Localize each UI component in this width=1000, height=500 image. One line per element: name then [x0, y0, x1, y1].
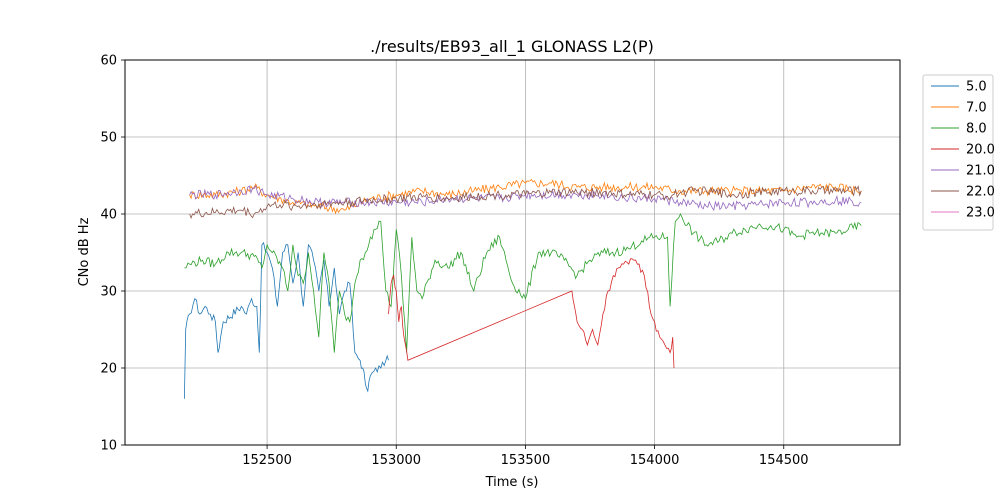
legend: 5.0 7.0 8.0 20.0 21.0 22.0 23.0 [922, 74, 995, 231]
series-line-22-0 [189, 184, 862, 220]
y-tick-label: 60 [100, 54, 117, 69]
legend-label: 7.0 [966, 101, 987, 116]
plot-frame [124, 59, 901, 446]
y-tick-label: 30 [100, 285, 117, 300]
legend-label: 8.0 [966, 122, 987, 137]
chart-title: ./results/EB93_all_1 GLONASS L2(P) [370, 37, 654, 57]
y-axis-label: CNo dB Hz [77, 217, 92, 286]
x-tick-label: 153500 [501, 453, 551, 468]
legend-label: 5.0 [966, 80, 987, 95]
series-line-5-0 [184, 241, 389, 399]
x-axis: 152500 153000 153500 154000 154500 [242, 445, 809, 468]
y-tick-label: 20 [100, 362, 117, 377]
y-tick-label: 10 [100, 439, 117, 454]
y-tick-label: 50 [100, 131, 117, 146]
series-line-8-0 [184, 213, 862, 353]
series-line-20-0 [388, 258, 675, 369]
legend-label: 23.0 [966, 206, 995, 221]
legend-label: 21.0 [966, 164, 995, 179]
y-tick-label: 40 [100, 208, 117, 223]
x-tick-label: 152500 [242, 453, 292, 468]
series-layer [184, 178, 862, 399]
x-axis-label: Time (s) [485, 475, 539, 490]
legend-label: 22.0 [966, 185, 995, 200]
legend-label: 20.0 [966, 143, 995, 158]
x-tick-label: 154500 [759, 453, 809, 468]
y-axis: 10 20 30 40 50 60 [100, 54, 125, 454]
x-tick-label: 153000 [371, 453, 421, 468]
x-tick-label: 154000 [630, 453, 680, 468]
